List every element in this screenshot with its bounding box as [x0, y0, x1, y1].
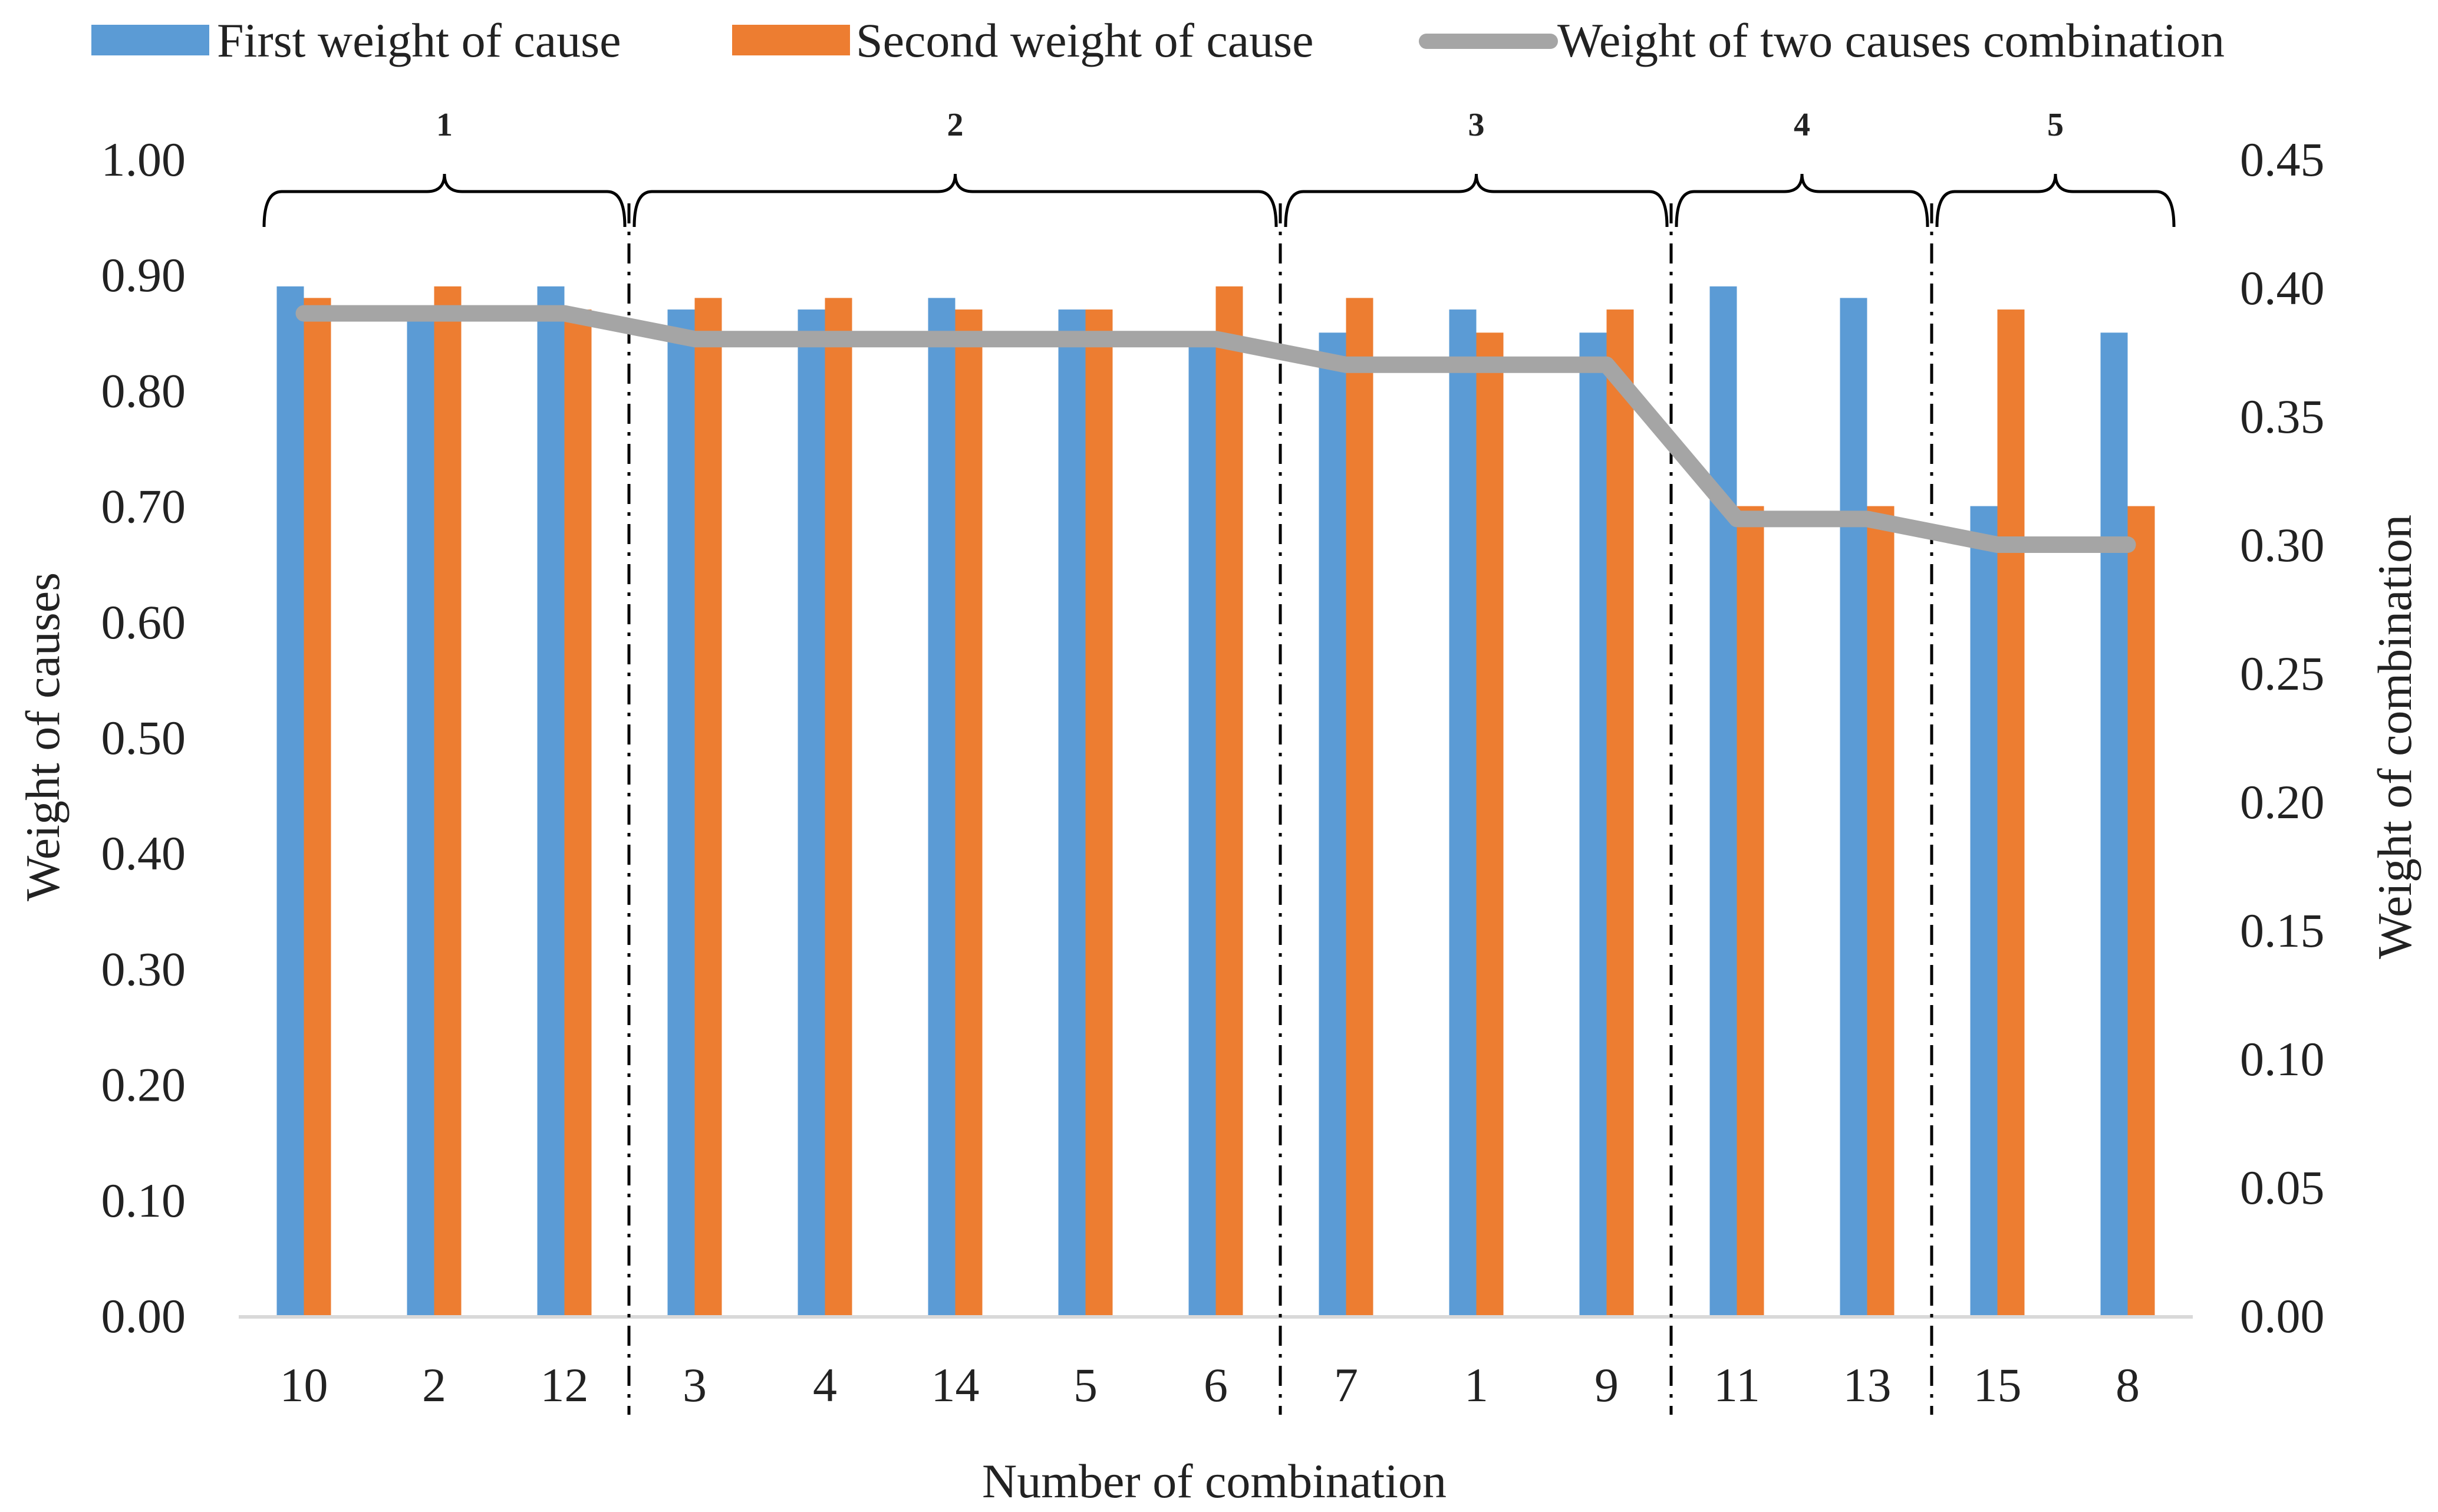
y-tick-label: 0.20: [101, 1058, 186, 1112]
x-tick-label: 1: [1464, 1358, 1488, 1412]
y2-tick-label: 0.45: [2240, 133, 2325, 186]
left-axis-ticks: 0.00 0.10 0.20 0.30 0.40 0.50 0.60 0.70 0.80 0.90…: [101, 133, 186, 1343]
group-dividers: [627, 203, 1933, 1415]
bar-first-10: [276, 286, 304, 1316]
x-tick-label: 9: [1594, 1358, 1619, 1412]
group-brace-2: [632, 173, 1278, 228]
x-tick-label: 13: [1843, 1358, 1892, 1412]
bar-first-9: [1579, 332, 1607, 1316]
y2-tick-label: 0.35: [2240, 390, 2325, 443]
y-axis-title: Weight of causes: [16, 572, 70, 901]
y-tick-label: 0.40: [101, 826, 186, 880]
group-brace-4: [1675, 173, 1929, 228]
y2-tick-label: 0.10: [2240, 1032, 2325, 1086]
bar-second-15: [1997, 309, 2025, 1316]
bar-first-12: [537, 286, 565, 1316]
bar-second-6: [1215, 286, 1243, 1316]
bar-second-1: [1476, 332, 1504, 1316]
y-tick-label: 0.50: [101, 711, 186, 765]
x-axis-ticks: 10 2 12 3 4 14 5 6 7 1 9 11 13 15 8: [280, 1358, 2140, 1412]
y2-tick-label: 0.15: [2240, 904, 2325, 957]
x-tick-label: 11: [1714, 1358, 1760, 1412]
group-label-1: 1: [436, 107, 453, 143]
bar-second-13: [1867, 506, 1895, 1316]
legend-label-combination: Weight of two causes combination: [1557, 14, 2225, 67]
bar-second-11: [1737, 506, 1764, 1316]
bar-first-3: [667, 309, 695, 1316]
x-tick-label: 7: [1334, 1358, 1358, 1412]
group-label-3: 3: [1468, 107, 1485, 143]
legend-label-first: First weight of cause: [217, 14, 621, 67]
bar-first-6: [1188, 332, 1216, 1316]
bar-second-3: [694, 298, 722, 1316]
x-tick-label: 12: [541, 1358, 589, 1412]
group-brace-3: [1284, 173, 1669, 228]
y-tick-label: 0.60: [101, 595, 186, 649]
bar-first-5: [1058, 309, 1086, 1316]
bar-first-2: [407, 321, 434, 1316]
y2-tick-label: 0.30: [2240, 518, 2325, 572]
bar-first-11: [1709, 286, 1737, 1316]
bar-second-8: [2127, 506, 2155, 1316]
legend: First weight of cause Second weight of c…: [91, 14, 2225, 67]
y-tick-label: 0.10: [101, 1174, 186, 1227]
group-label-4: 4: [1794, 107, 1810, 143]
x-tick-label: 2: [422, 1358, 446, 1412]
group-brace-1: [262, 173, 627, 228]
bar-first-7: [1319, 332, 1346, 1316]
y2-tick-label: 0.20: [2240, 775, 2325, 829]
bar-second-5: [1085, 309, 1113, 1316]
x-tick-label: 10: [280, 1358, 328, 1412]
x-tick-label: 14: [931, 1358, 980, 1412]
bar-second-7: [1346, 298, 1373, 1316]
y2-tick-label: 0.05: [2240, 1161, 2325, 1214]
y-tick-label: 0.30: [101, 942, 186, 996]
bar-first-15: [1970, 506, 1998, 1316]
group-braces: 1 2 3 4 5: [262, 107, 2176, 228]
bar-first-14: [928, 298, 956, 1316]
x-tick-label: 6: [1204, 1358, 1228, 1412]
bar-first-4: [798, 309, 825, 1316]
bar-second-14: [955, 309, 983, 1316]
x-axis-title: Number of combination: [982, 1454, 1447, 1508]
group-brace-5: [1935, 173, 2176, 228]
y2-tick-label: 0.25: [2240, 647, 2325, 700]
bar-second-9: [1606, 309, 1634, 1316]
bars: [276, 286, 2155, 1316]
x-tick-label: 3: [683, 1358, 707, 1412]
legend-swatch-second: [732, 25, 850, 55]
x-tick-label: 4: [813, 1358, 837, 1412]
y-tick-label: 0.80: [101, 364, 186, 417]
combination-line: [295, 305, 2136, 553]
bar-second-12: [564, 309, 592, 1316]
bar-second-2: [434, 286, 462, 1316]
y2-axis-title: Weight of combination: [2368, 515, 2421, 959]
bar-first-8: [2100, 332, 2128, 1316]
y-tick-label: 0.70: [101, 480, 186, 533]
x-tick-label: 15: [1974, 1358, 2022, 1412]
y-tick-label: 1.00: [101, 133, 186, 186]
legend-label-second: Second weight of cause: [856, 14, 1313, 67]
combination-series-line: [295, 305, 2136, 553]
y2-tick-label: 0.40: [2240, 261, 2325, 315]
group-label-2: 2: [947, 107, 964, 143]
bar-second-4: [825, 298, 852, 1316]
y-tick-label: 0.90: [101, 248, 186, 302]
x-tick-label: 5: [1073, 1358, 1098, 1412]
legend-swatch-first: [91, 25, 209, 55]
bar-first-1: [1449, 309, 1477, 1316]
group-label-5: 5: [2047, 107, 2064, 143]
bar-second-10: [304, 298, 331, 1316]
x-tick-label: 8: [2116, 1358, 2140, 1412]
y2-tick-label: 0.00: [2240, 1289, 2325, 1343]
right-axis-ticks: 0.00 0.05 0.10 0.15 0.20 0.25 0.30 0.35 0.40 0.45: [2240, 133, 2325, 1343]
bar-first-13: [1840, 298, 1867, 1316]
y-tick-label: 0.00: [101, 1289, 186, 1343]
